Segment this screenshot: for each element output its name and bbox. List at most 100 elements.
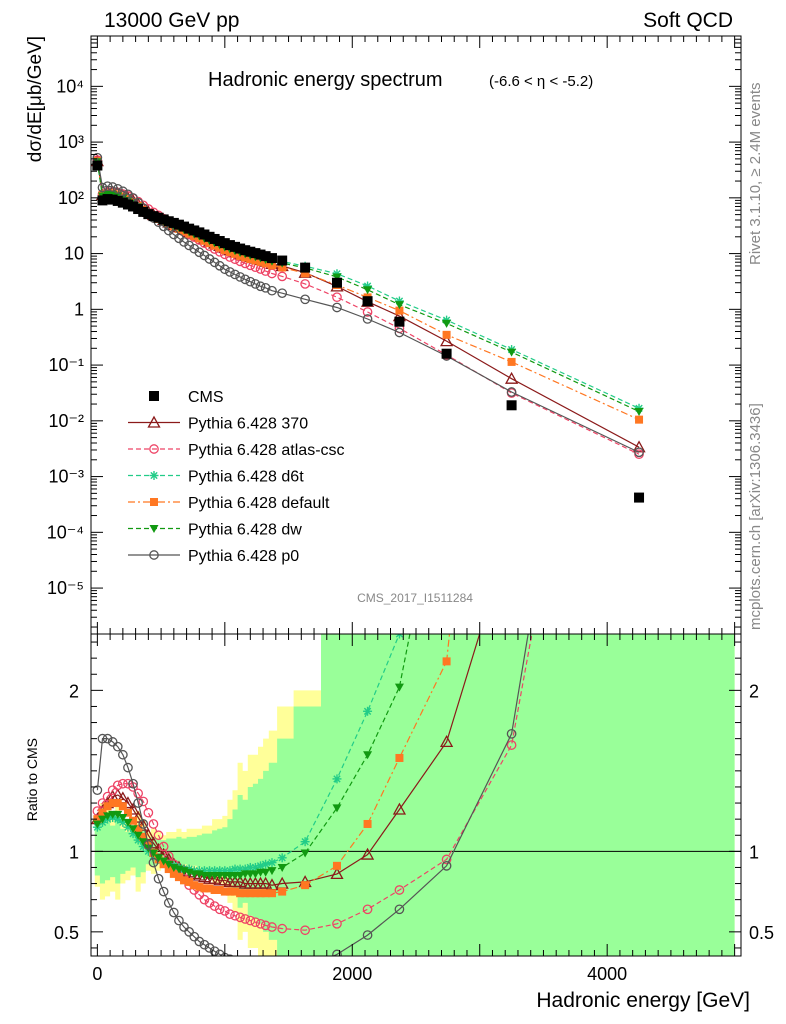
series-4-point <box>332 273 342 282</box>
chart-title: Hadronic energy spectrum <box>208 69 443 91</box>
series-1-ratio-point <box>138 796 149 807</box>
series-5-point <box>267 285 277 296</box>
series-3-ratio-point <box>220 887 229 896</box>
series-4-ratio-point <box>261 868 271 877</box>
cms-data-point <box>250 248 261 259</box>
ratio-plot-area <box>91 634 741 966</box>
cms-data-point <box>102 194 113 205</box>
series-1-point <box>362 307 373 317</box>
series-5-ratio-point <box>128 778 138 789</box>
cms-data-point <box>362 296 373 307</box>
cms-data-point <box>179 221 190 232</box>
series-1-ratio-point <box>214 904 225 915</box>
ratio-y-tick-label: 2 <box>749 681 759 701</box>
series-3-ratio-point <box>93 815 102 824</box>
series-3-ratio-point <box>129 816 138 825</box>
series-5-ratio-point <box>97 733 108 744</box>
series-3-ratio-point <box>246 889 255 898</box>
series-5-ratio-point <box>234 955 236 956</box>
series-1-ratio-point <box>219 906 230 916</box>
series-4-ratio-point <box>159 857 169 866</box>
series-5-ratio-point <box>168 907 179 918</box>
series-4-ratio-point <box>128 825 138 834</box>
y-tick-label: 1 <box>74 299 84 319</box>
series-3-ratio-point <box>200 884 209 893</box>
cms-data-point <box>143 209 154 220</box>
series-4-point <box>634 408 644 417</box>
cms-data-point <box>266 253 277 264</box>
cms-data-point <box>219 238 230 249</box>
cms-data-point <box>331 277 342 288</box>
series-5-ratio-point <box>102 733 113 744</box>
series-5-line <box>96 157 640 453</box>
series-5-ratio-point <box>107 737 118 747</box>
series-5-ratio-point <box>153 873 164 884</box>
cms-data-point <box>163 216 174 227</box>
series-5-ratio-point <box>214 949 225 956</box>
cms-data-point <box>97 195 108 206</box>
series-1-ratio-line <box>96 634 533 931</box>
series-1-ratio-point <box>230 910 240 921</box>
series-5-point <box>230 269 240 280</box>
x-tick-label: 0 <box>92 964 102 984</box>
legend-label: Pythia 6.428 370 <box>188 416 308 433</box>
series-5-point <box>634 447 644 458</box>
series-1-ratio-point <box>204 898 215 908</box>
series-0-ratio-point <box>439 735 454 748</box>
analysis-label: CMS_2017_I1511284 <box>357 591 473 605</box>
series-5-ratio-point <box>236 958 244 966</box>
series-0-ratio-point <box>330 867 344 880</box>
series-0-point <box>439 334 454 347</box>
series-4-ratio-point <box>164 860 174 869</box>
cms-data-point <box>92 160 103 171</box>
cms-data-point <box>394 316 405 327</box>
cms-data-point <box>194 227 205 238</box>
series-3-ratio-point <box>267 889 276 898</box>
cms-data-point <box>173 219 184 230</box>
ratio-y-tick-label: 2 <box>69 681 79 701</box>
series-5-point <box>107 182 118 192</box>
series-3-ratio-point <box>395 753 404 762</box>
cms-data-point <box>224 240 235 251</box>
series-4-ratio-point <box>394 683 404 692</box>
series-1-point <box>332 292 342 303</box>
legend-label: Pythia 6.428 dw <box>188 522 302 539</box>
series-5-point <box>102 181 113 192</box>
series-5-point <box>240 274 251 285</box>
legend-label: Pythia 6.428 atlas-csc <box>188 442 345 459</box>
series-5-point <box>184 240 194 251</box>
legend-marker-cms <box>149 391 159 401</box>
series-3-ratio-point <box>164 865 173 874</box>
cms-data-point <box>184 223 195 234</box>
legend-marker <box>149 525 159 533</box>
y-tick-label: 10⁴ <box>56 76 84 96</box>
series-1-ratio-point <box>260 920 271 931</box>
series-4-ratio-point <box>267 867 277 876</box>
series-3-point <box>395 306 404 315</box>
series-3-ratio-point <box>442 657 451 666</box>
cms-data-point <box>506 400 517 411</box>
ratio-y-axis-label: Ratio to CMS <box>24 738 40 821</box>
series-3-ratio-point <box>174 873 183 882</box>
series-3-ratio-point <box>98 808 107 817</box>
series-3-ratio-point <box>108 799 117 808</box>
series-3-ratio-point <box>278 887 287 896</box>
cms-data-point <box>214 236 225 247</box>
cms-data-point <box>128 201 139 212</box>
cms-data-point <box>204 231 215 242</box>
series-5-point <box>245 276 256 287</box>
cms-data-point <box>158 214 169 225</box>
legend-marker <box>147 415 161 428</box>
y-tick-label: 10³ <box>58 132 84 152</box>
series-4-ratio-point <box>123 818 133 827</box>
series-5-ratio-line <box>96 634 529 956</box>
series-1-ratio-point <box>107 785 118 796</box>
series-1-ratio-point <box>148 819 159 829</box>
cms-data-point <box>240 245 251 256</box>
series-3-ratio-point <box>231 887 240 896</box>
cms-data-point <box>230 241 241 252</box>
series-1-ratio-point <box>102 791 113 802</box>
legend-marker <box>149 444 159 454</box>
ratio-y-tick-label: 1 <box>749 842 759 862</box>
series-1-ratio-point <box>235 912 245 923</box>
